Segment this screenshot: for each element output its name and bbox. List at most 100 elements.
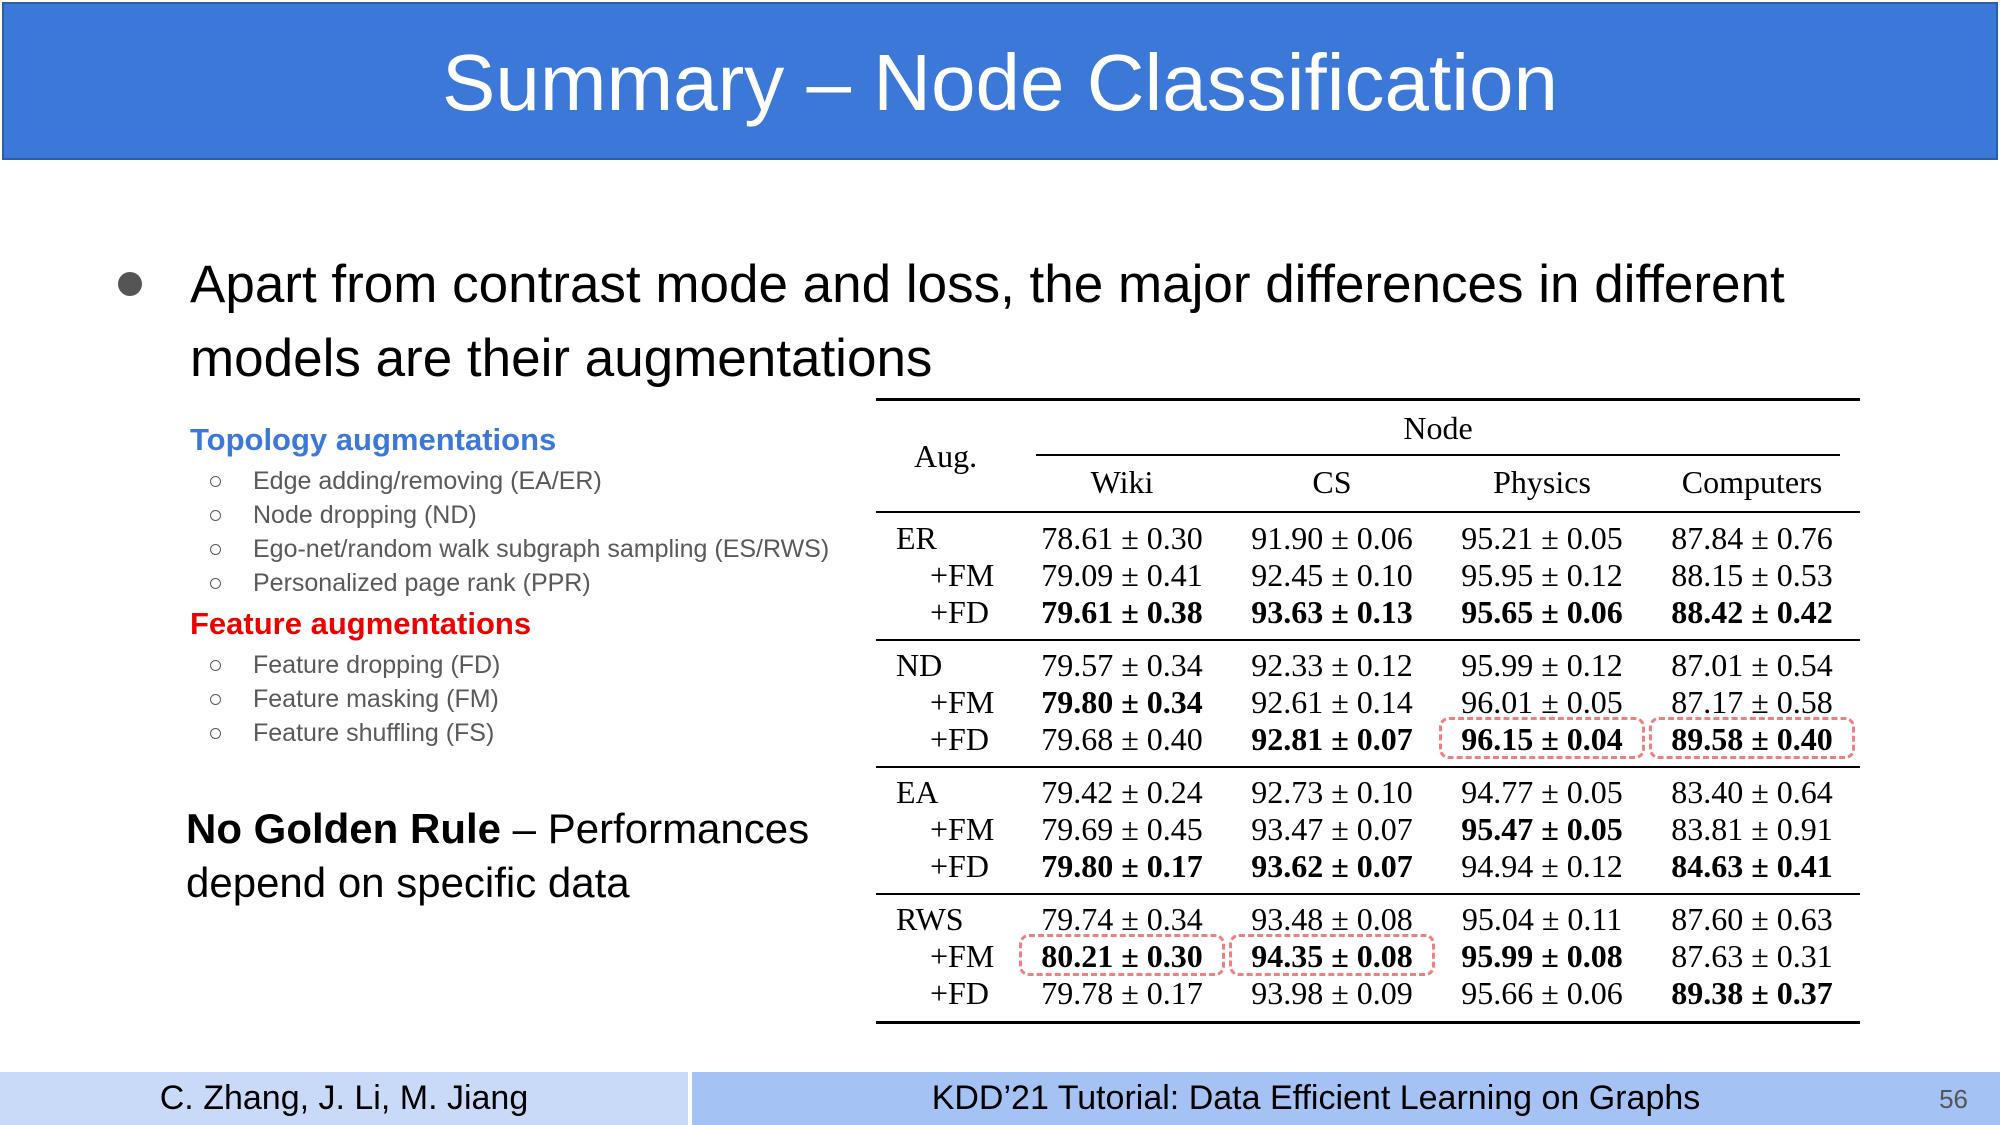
row-label: +FM (930, 557, 995, 593)
aug-list-item: Node dropping (ND) (190, 498, 870, 532)
column-header: Wiki (1090, 464, 1154, 500)
table-cell: 91.90 ± 0.06 (1251, 520, 1413, 556)
hollow-bullet-icon (210, 728, 221, 739)
table-cell: 93.63 ± 0.13 (1251, 594, 1413, 630)
row-label: +FD (930, 975, 989, 1011)
table-cell: 80.21 ± 0.30 (1041, 938, 1203, 974)
aug-list-item: Feature masking (FM) (190, 682, 870, 716)
aug-item-label: Node dropping (ND) (253, 501, 477, 529)
table-section-rule (876, 639, 1860, 641)
table-cell: 87.60 ± 0.63 (1671, 901, 1833, 937)
augmentation-list: Topology augmentations Edge adding/remov… (190, 420, 870, 750)
note-bold: No Golden Rule (186, 805, 501, 852)
aug-item-label: Ego-net/random walk subgraph sampling (E… (253, 535, 830, 563)
column-header: Computers (1681, 464, 1823, 500)
table-cell: 87.84 ± 0.76 (1671, 520, 1833, 556)
table-cell: 95.21 ± 0.05 (1461, 520, 1623, 556)
table-cell: 79.42 ± 0.24 (1041, 774, 1203, 810)
hollow-bullet-icon (210, 510, 221, 521)
footer: C. Zhang, J. Li, M. Jiang KDD’21 Tutoria… (0, 1072, 2000, 1125)
table-cell: 88.42 ± 0.42 (1671, 594, 1833, 630)
table-cell: 79.78 ± 0.17 (1041, 975, 1203, 1011)
table-cell: 87.17 ± 0.58 (1671, 684, 1833, 720)
table-bottom-rule (876, 1021, 1860, 1024)
table-cell: 95.47 ± 0.05 (1461, 811, 1623, 847)
row-label: ND (896, 647, 943, 683)
table-cell: 87.63 ± 0.31 (1671, 938, 1833, 974)
aug-list-item: Feature dropping (FD) (190, 648, 870, 682)
aug-item-label: Feature masking (FM) (253, 685, 499, 713)
best-result-highlight (1019, 934, 1225, 976)
table-cell: 92.73 ± 0.10 (1251, 774, 1413, 810)
table-cell: 84.63 ± 0.41 (1671, 848, 1833, 884)
column-header: Physics (1493, 464, 1591, 500)
hollow-bullet-icon (210, 694, 221, 705)
aug-item-label: Personalized page rank (PPR) (253, 569, 591, 597)
bullet-text: Apart from contrast mode and loss, the m… (190, 255, 1785, 388)
table-cell: 83.40 ± 0.64 (1671, 774, 1833, 810)
topology-heading: Topology augmentations (190, 422, 557, 457)
row-label: RWS (896, 901, 964, 937)
table-cell: 94.94 ± 0.12 (1461, 848, 1623, 884)
table-cell: 96.15 ± 0.04 (1461, 721, 1623, 757)
table-cell: 79.09 ± 0.41 (1041, 557, 1203, 593)
table-cell: 93.98 ± 0.09 (1251, 975, 1413, 1011)
hollow-bullet-icon (210, 578, 221, 589)
table-cell: 95.66 ± 0.06 (1461, 975, 1623, 1011)
hollow-bullet-icon (210, 476, 221, 487)
bullet-dot (118, 272, 142, 296)
row-label: +FD (930, 594, 989, 630)
table-cell: 79.57 ± 0.34 (1041, 647, 1203, 683)
table-cell: 89.38 ± 0.37 (1671, 975, 1833, 1011)
table-cell: 83.81 ± 0.91 (1671, 811, 1833, 847)
table-cell: 96.01 ± 0.05 (1461, 684, 1623, 720)
table-header-rule (876, 511, 1860, 513)
table-cell: 92.45 ± 0.10 (1251, 557, 1413, 593)
row-label: +FM (930, 811, 995, 847)
aug-item-label: Edge adding/removing (EA/ER) (253, 467, 602, 495)
feature-group: Feature augmentations Feature dropping (… (190, 604, 870, 750)
title-bar: Summary – Node Classification (2, 2, 1998, 160)
table-cell: 93.47 ± 0.07 (1251, 811, 1413, 847)
results-table: Aug. Node Wiki CS Physics Computers ER 78.61 ± … (876, 398, 1860, 1024)
best-result-highlight (1649, 717, 1855, 759)
table-cell: 93.62 ± 0.07 (1251, 848, 1413, 884)
table-cell: 92.33 ± 0.12 (1251, 647, 1413, 683)
table-cell: 87.01 ± 0.54 (1671, 647, 1833, 683)
feature-items: Feature dropping (FD) Feature masking (FM… (190, 648, 870, 750)
row-label: +FM (930, 938, 995, 974)
aug-list-item: Ego-net/random walk subgraph sampling (E… (190, 532, 870, 566)
table-cell: 79.69 ± 0.45 (1041, 811, 1203, 847)
table-cell: 92.61 ± 0.14 (1251, 684, 1413, 720)
best-result-highlight (1229, 934, 1435, 976)
table-cell: 79.80 ± 0.34 (1041, 684, 1203, 720)
golden-rule-note: No Golden Rule – Performances depend on … (186, 802, 886, 910)
table-cell: 95.04 ± 0.11 (1461, 901, 1623, 937)
table-cell: 92.81 ± 0.07 (1251, 721, 1413, 757)
row-label: +FM (930, 684, 995, 720)
aug-item-label: Feature shuffling (FS) (253, 719, 495, 747)
table-group-rule (1036, 454, 1840, 456)
table-cell: 78.61 ± 0.30 (1041, 520, 1203, 556)
row-label: EA (896, 774, 939, 810)
row-label: +FD (930, 721, 989, 757)
row-label: ER (896, 520, 937, 556)
table-cell: 89.58 ± 0.40 (1671, 721, 1833, 757)
table-cell: 88.15 ± 0.53 (1671, 557, 1833, 593)
footer-authors: C. Zhang, J. Li, M. Jiang (0, 1072, 688, 1125)
slide-title: Summary – Node Classification (442, 38, 1558, 127)
table-cell: 94.35 ± 0.08 (1251, 938, 1413, 974)
table-cell: 93.48 ± 0.08 (1251, 901, 1413, 937)
table-section-rule (876, 766, 1860, 768)
footer-event: KDD’21 Tutorial: Data Efficient Learning… (692, 1072, 2000, 1125)
aug-list-item: Edge adding/removing (EA/ER) (190, 464, 870, 498)
table-cell: 79.61 ± 0.38 (1041, 594, 1203, 630)
table-section-rule (876, 893, 1860, 895)
table-cell: 79.68 ± 0.40 (1041, 721, 1203, 757)
table-cell: 95.99 ± 0.12 (1461, 647, 1623, 683)
feature-heading: Feature augmentations (190, 606, 532, 641)
hollow-bullet-icon (210, 544, 221, 555)
row-label: +FD (930, 848, 989, 884)
table-cell: 94.77 ± 0.05 (1461, 774, 1623, 810)
table-cell: 95.95 ± 0.12 (1461, 557, 1623, 593)
